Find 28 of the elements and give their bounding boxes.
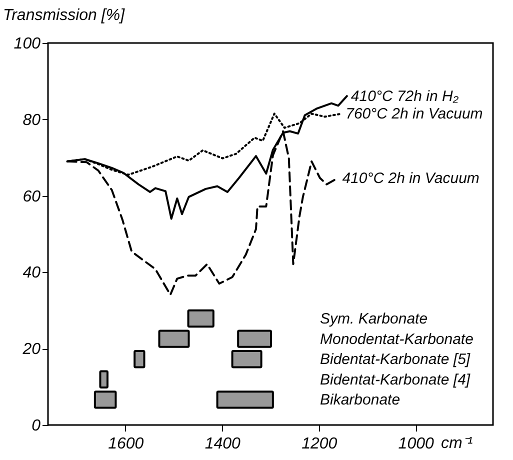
bar	[158, 330, 190, 348]
x-tick-label: 1200	[302, 436, 338, 452]
bar	[237, 330, 272, 348]
bar	[187, 309, 214, 328]
x-tick-label: 1400	[204, 436, 241, 452]
x-axis-title: cm⁻¹	[441, 435, 473, 452]
series-label: 410°C 2h in Vacuum	[342, 170, 480, 187]
y-tick-label: 80	[22, 112, 41, 129]
bar	[216, 390, 274, 409]
series-label: 410°C 72h in H₂	[350, 88, 459, 106]
y-tick-label: Bikarbonate	[320, 392, 400, 409]
x-tick-label: 1000	[398, 436, 434, 452]
y-tick-label: 100	[14, 36, 41, 52]
series-label: 760°C 2h in Vacuum	[346, 106, 483, 123]
bar	[231, 350, 262, 368]
y-tick-label: 60	[22, 188, 41, 206]
y-tick-label: Monodentat-Karbonate	[320, 330, 474, 348]
y-axis-title: Transmission [%]	[3, 7, 126, 24]
bar	[94, 390, 117, 409]
y-tick-label: Bidentat-Karbonate [5]	[320, 351, 471, 368]
y-tick-label: 20	[22, 341, 41, 358]
y-tick-label: Sym. Karbonate	[320, 310, 428, 328]
bar	[99, 370, 108, 389]
y-tick-label: 40	[22, 264, 41, 282]
y-tick-label: 0	[32, 418, 41, 434]
x-tick-label: 1600	[108, 436, 144, 452]
y-tick-label: Bidentat-Karbonate [4]	[320, 371, 471, 388]
bar	[134, 350, 146, 368]
